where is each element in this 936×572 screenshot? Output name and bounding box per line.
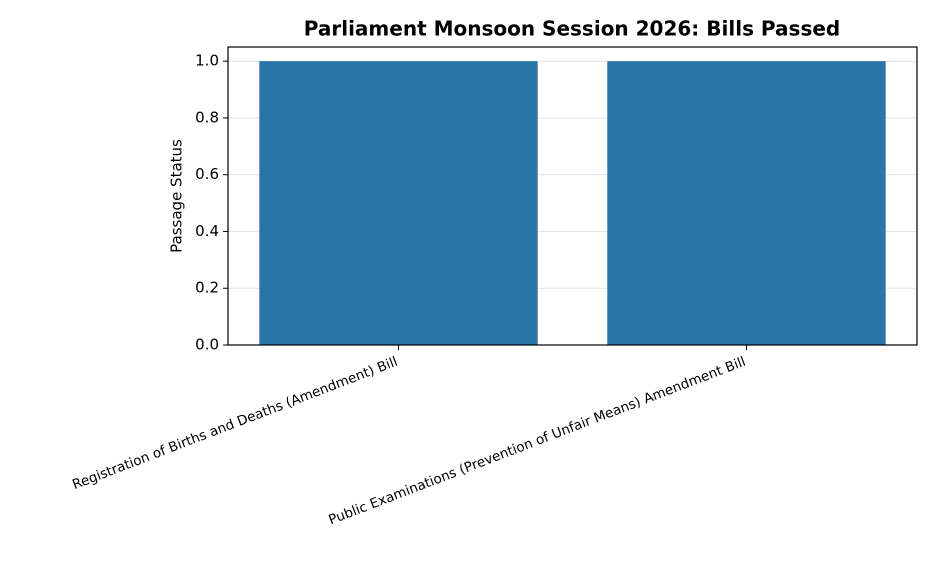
y-tick-label: 0.2	[195, 279, 219, 297]
y-tick-label: 0.8	[195, 108, 219, 126]
chart-title: Parliament Monsoon Session 2026: Bills P…	[304, 17, 841, 41]
y-axis-label: Passage Status	[168, 139, 186, 253]
plot-frame	[227, 46, 918, 346]
x-tick-label: Public Examinations (Prevention of Unfai…	[326, 354, 747, 529]
x-tick-label: Registration of Births and Deaths (Amend…	[70, 354, 400, 493]
y-tick-label: 1.0	[195, 52, 219, 70]
y-tick-label: 0.6	[195, 165, 219, 183]
y-tick-label: 0.4	[195, 222, 219, 240]
bar	[607, 61, 886, 345]
bar	[259, 61, 538, 345]
y-tick-label: 0.0	[195, 336, 219, 354]
